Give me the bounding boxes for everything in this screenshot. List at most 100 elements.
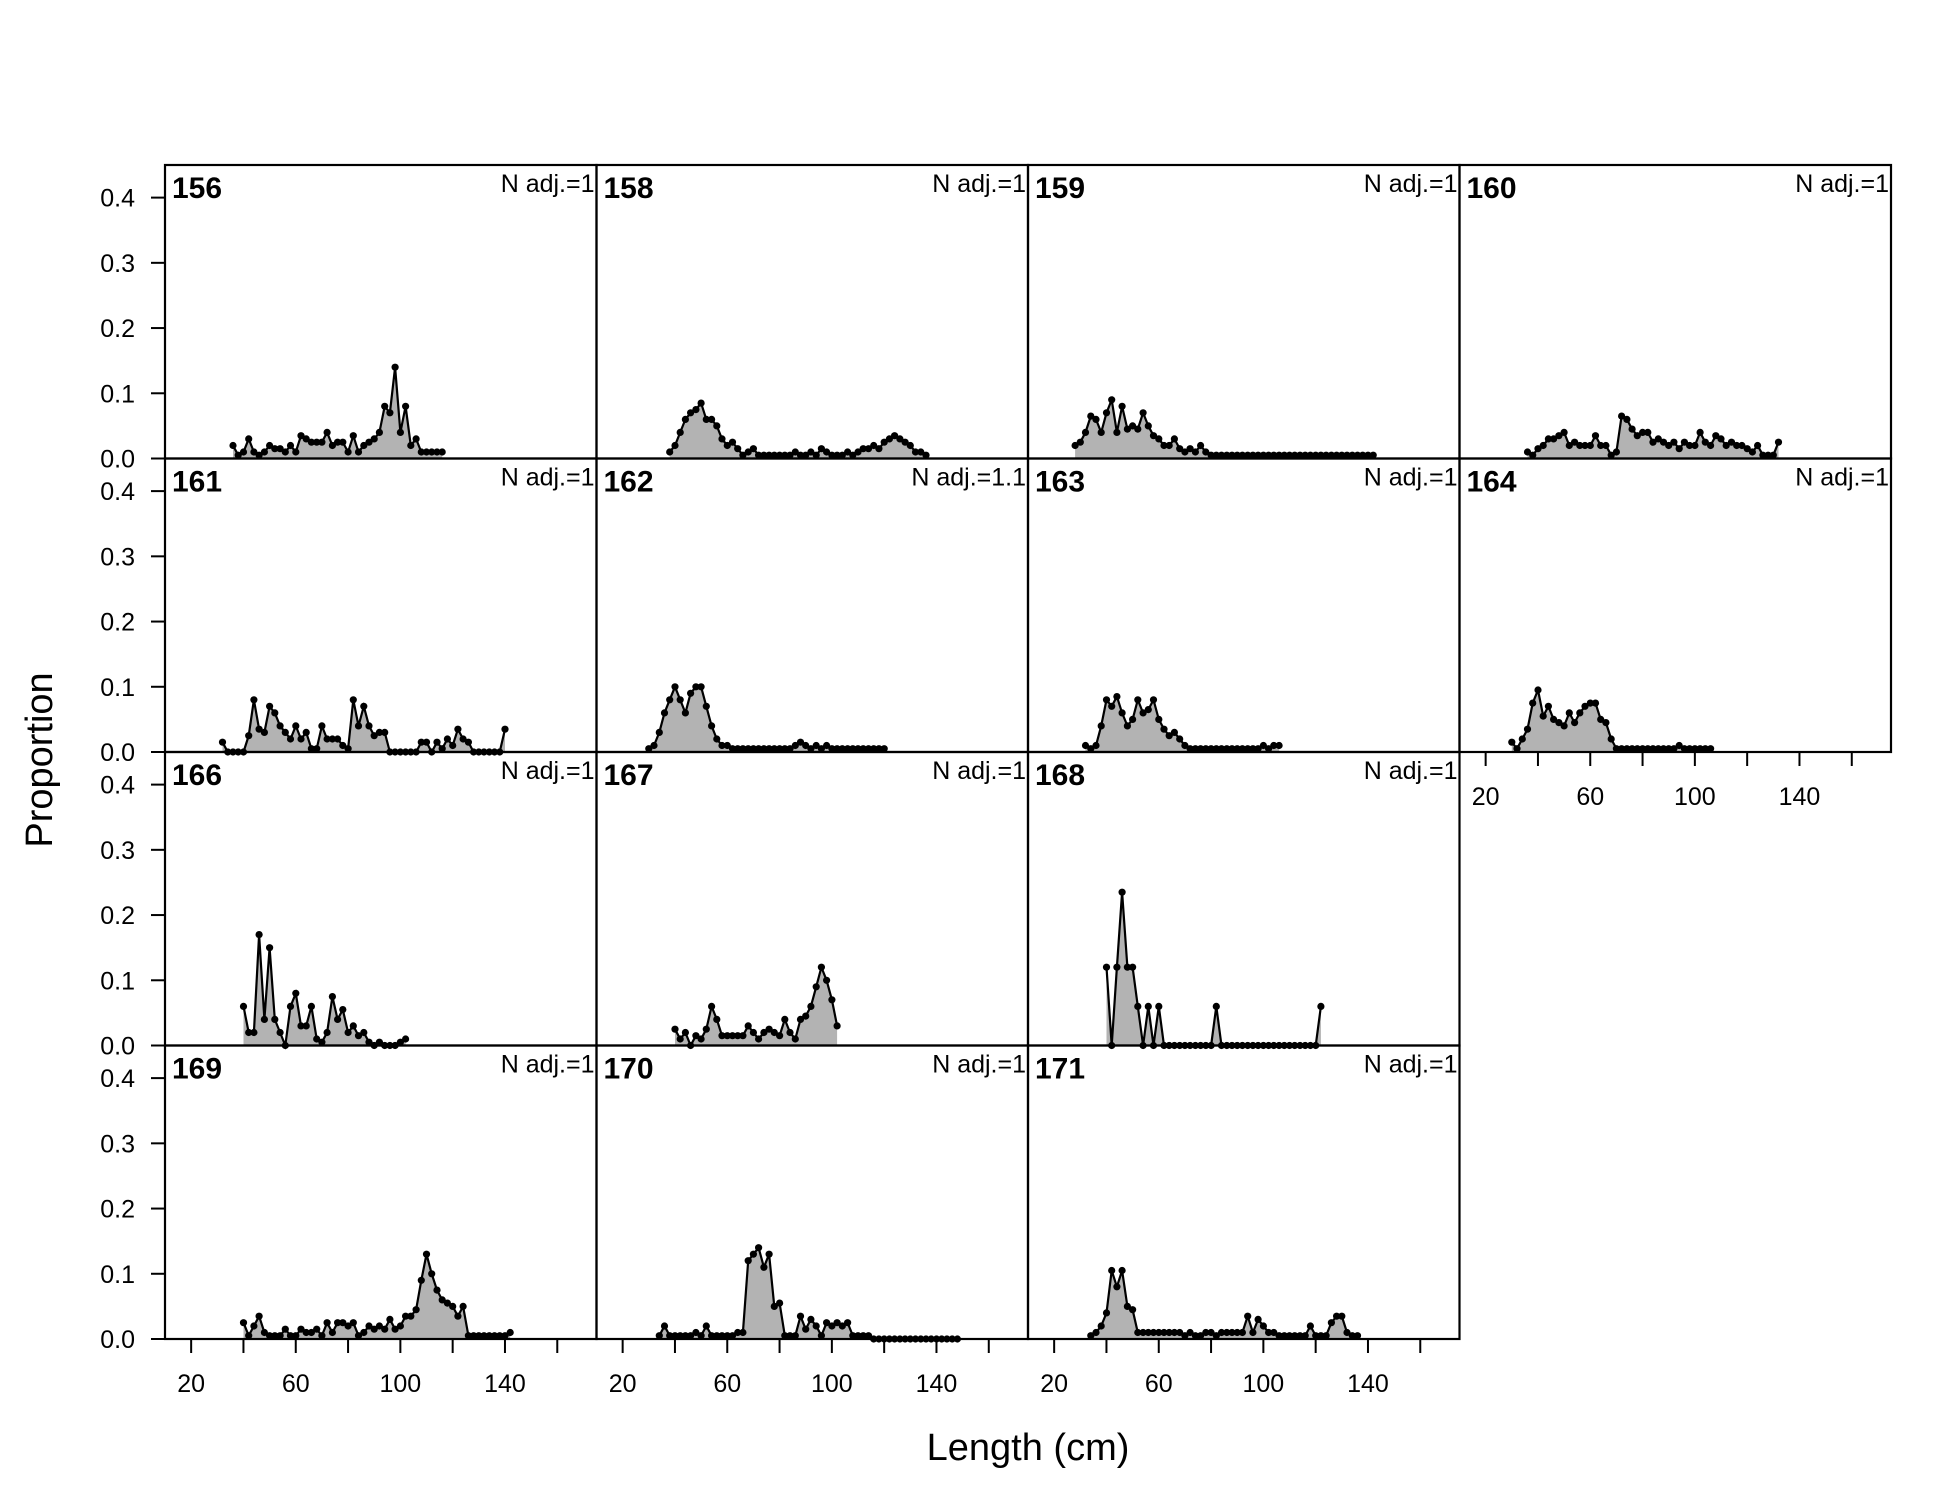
data-point-171: [1102, 1309, 1111, 1317]
data-point-169: [360, 1328, 368, 1337]
n-adj-label-162: N adj.=1.1: [911, 464, 1026, 492]
panel-label-159: 159: [1035, 172, 1085, 205]
x-tick-label: 100: [1674, 783, 1716, 811]
panel-label-162: 162: [604, 466, 654, 499]
x-tick-label: 100: [380, 1370, 422, 1398]
data-point-170: [796, 1312, 805, 1320]
data-point-167: [708, 1002, 716, 1011]
data-point-163: [1223, 745, 1231, 753]
data-point-159: [1327, 451, 1335, 459]
data-point-161: [349, 696, 357, 704]
data-point-167: [676, 1035, 684, 1043]
n-adj-label-170: N adj.=1: [932, 1051, 1026, 1079]
data-point-156: [239, 448, 248, 456]
data-point-161: [501, 725, 509, 733]
data-point-171: [1348, 1332, 1356, 1340]
data-point-162: [875, 745, 883, 753]
data-point-160: [1555, 432, 1563, 440]
data-point-158: [692, 406, 700, 414]
data-point-159: [1312, 451, 1320, 459]
data-point-158: [713, 422, 721, 430]
panel-frame-158: [595, 163, 1030, 460]
data-point-161: [281, 728, 289, 737]
data-point-156: [396, 428, 404, 436]
data-point-169: [245, 1332, 253, 1340]
data-point-159: [1333, 451, 1341, 459]
data-point-160: [1774, 438, 1783, 446]
data-point-164: [1518, 735, 1526, 743]
data-point-170: [749, 1250, 758, 1258]
data-point-170: [671, 1332, 679, 1340]
data-point-171: [1197, 1332, 1205, 1340]
data-point-156: [302, 435, 310, 443]
data-point-159: [1123, 425, 1131, 433]
data-point-160: [1591, 432, 1600, 440]
data-point-162: [849, 745, 857, 753]
data-point-170: [838, 1322, 846, 1330]
data-point-160: [1649, 438, 1657, 446]
data-point-158: [802, 451, 810, 459]
data-point-170: [692, 1328, 700, 1337]
data-point-169: [501, 1332, 509, 1340]
data-point-160: [1586, 441, 1594, 450]
data-point-160: [1722, 441, 1730, 450]
data-point-163: [1244, 745, 1252, 753]
data-point-170: [802, 1325, 810, 1333]
panel-frame-171: [1026, 1044, 1461, 1341]
data-point-162: [666, 696, 674, 704]
data-point-159: [1108, 396, 1116, 404]
panel-label-171: 171: [1035, 1053, 1085, 1086]
data-point-171: [1144, 1328, 1152, 1337]
data-point-164: [1555, 719, 1563, 727]
data-point-156: [422, 448, 431, 456]
y-tick-label: 0.4: [100, 478, 135, 506]
data-point-159: [1092, 415, 1100, 423]
data-point-170: [687, 1332, 695, 1340]
data-point-156: [266, 441, 274, 450]
data-point-159: [1149, 432, 1158, 440]
data-point-170: [849, 1332, 857, 1340]
data-point-169: [490, 1332, 499, 1340]
data-point-160: [1612, 448, 1620, 456]
data-point-156: [297, 432, 305, 440]
data-point-159: [1291, 451, 1299, 459]
data-point-171: [1170, 1328, 1178, 1337]
panel-frame-166: [163, 750, 598, 1047]
data-point-169: [328, 1328, 336, 1337]
data-point-161: [245, 732, 253, 740]
data-point-161: [417, 738, 425, 746]
data-point-163: [1233, 745, 1241, 753]
data-point-164: [1597, 715, 1605, 724]
data-point-156: [433, 448, 441, 456]
data-point-160: [1670, 438, 1678, 446]
data-point-171: [1113, 1283, 1121, 1291]
data-point-171: [1118, 1266, 1126, 1275]
x-tick-label: 60: [713, 1370, 741, 1398]
data-point-159: [1285, 451, 1294, 459]
data-point-169: [454, 1312, 462, 1320]
data-point-169: [428, 1270, 436, 1278]
data-point-170: [817, 1332, 826, 1340]
data-point-161: [454, 725, 462, 733]
data-point-159: [1134, 425, 1142, 433]
data-point-167: [817, 963, 826, 971]
data-point-171: [1270, 1328, 1278, 1337]
n-adj-label-160: N adj.=1: [1795, 170, 1889, 198]
panels-layer: 156 N adj.=10.00.10.20.30.4 158 N adj.=1 159…: [100, 163, 1893, 1398]
data-point-171: [1317, 1332, 1325, 1340]
data-point-162: [755, 745, 763, 753]
data-point-170: [734, 1328, 742, 1337]
data-point-171: [1123, 1302, 1131, 1310]
data-point-167: [713, 1015, 721, 1024]
y-tick-label: 0.1: [100, 1261, 135, 1289]
data-point-162: [802, 741, 810, 750]
n-adj-label-167: N adj.=1: [932, 757, 1026, 785]
data-point-164: [1696, 745, 1704, 753]
data-point-169: [438, 1296, 446, 1304]
data-point-159: [1176, 445, 1184, 453]
data-point-161: [354, 722, 363, 730]
data-point-163: [1275, 741, 1283, 750]
data-point-158: [859, 445, 867, 453]
data-point-158: [828, 451, 836, 459]
data-point-158: [744, 448, 752, 456]
